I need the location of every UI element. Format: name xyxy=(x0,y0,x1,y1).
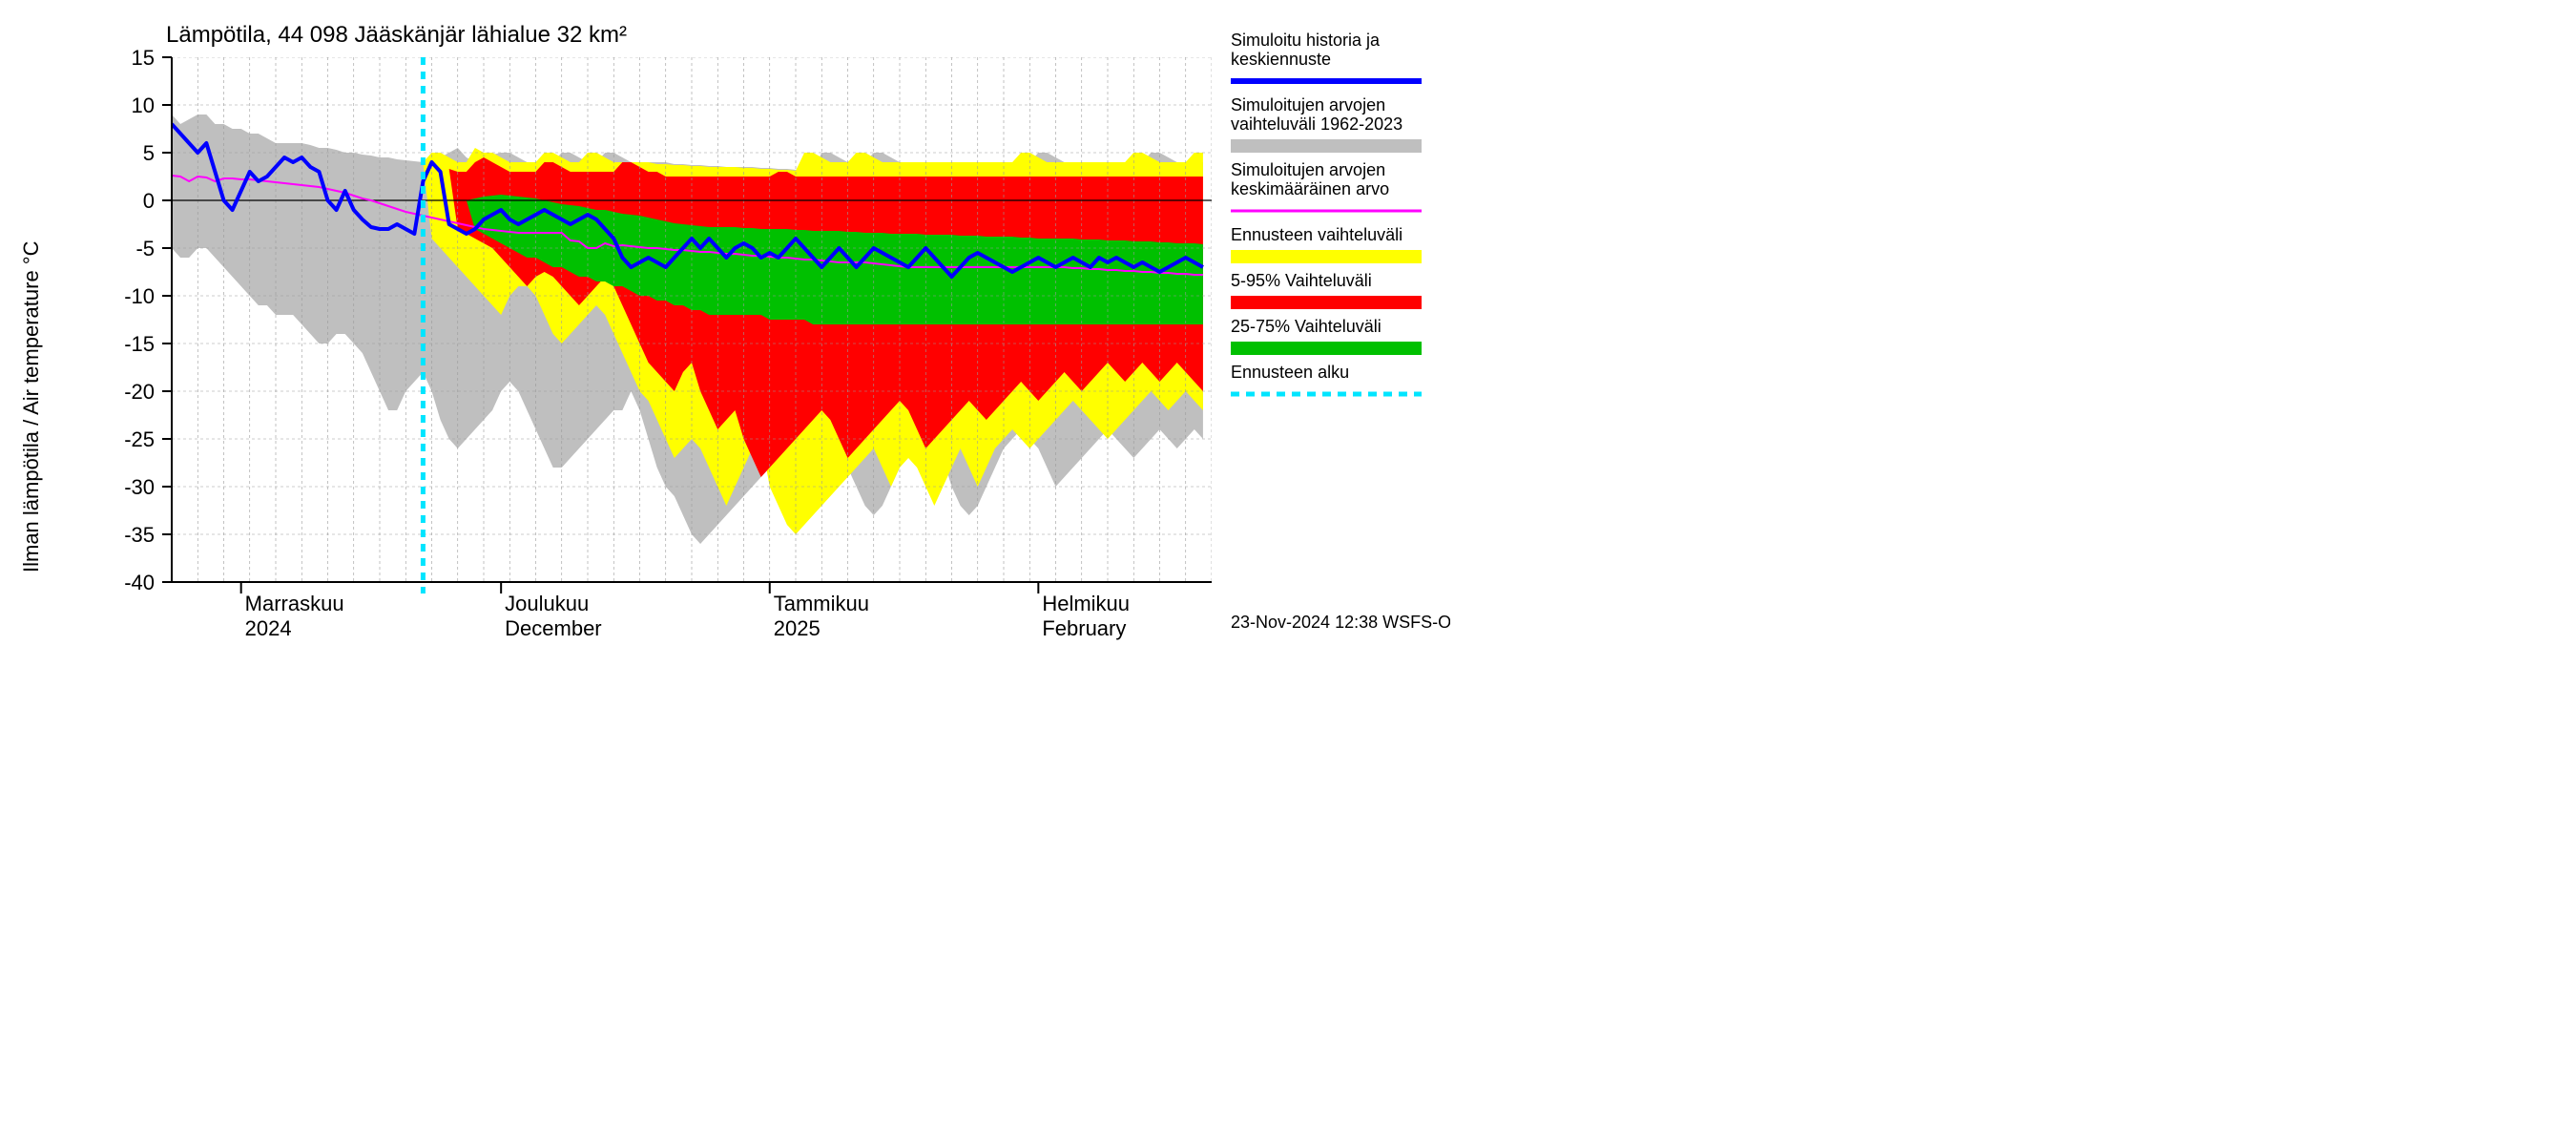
ytick-label: 0 xyxy=(143,189,155,213)
ytick-label: -5 xyxy=(135,237,155,260)
month-label-bottom: 2025 xyxy=(774,616,821,640)
legend-label: Ennusteen alku xyxy=(1231,363,1349,382)
legend-swatch xyxy=(1231,139,1422,153)
ytick-label: 10 xyxy=(132,94,155,117)
legend-label: keskimääräinen arvo xyxy=(1231,179,1389,198)
legend-label: Simuloitujen arvojen xyxy=(1231,95,1385,114)
month-label-bottom: December xyxy=(505,616,601,640)
month-label-bottom: February xyxy=(1042,616,1126,640)
ytick-label: -40 xyxy=(124,571,155,594)
legend-label: 25-75% Vaihteluväli xyxy=(1231,317,1381,336)
temperature-forecast-chart: -40-35-30-25-20-15-10-5051015Marraskuu20… xyxy=(0,0,1450,645)
legend-label: Simuloitu historia ja xyxy=(1231,31,1381,50)
legend-swatch xyxy=(1231,342,1422,355)
ytick-label: -15 xyxy=(124,332,155,356)
ytick-label: 15 xyxy=(132,46,155,70)
month-label-top: Marraskuu xyxy=(245,592,344,615)
chart-footer: 23-Nov-2024 12:38 WSFS-O xyxy=(1231,613,1450,632)
legend-label: vaihteluväli 1962-2023 xyxy=(1231,114,1402,134)
month-label-top: Joulukuu xyxy=(505,592,589,615)
month-label-bottom: 2024 xyxy=(245,616,292,640)
ytick-label: 5 xyxy=(143,141,155,165)
ytick-label: -35 xyxy=(124,523,155,547)
ytick-label: -20 xyxy=(124,380,155,404)
ytick-label: -30 xyxy=(124,475,155,499)
legend-swatch xyxy=(1231,296,1422,309)
month-label-top: Tammikuu xyxy=(774,592,869,615)
legend-label: Ennusteen vaihteluväli xyxy=(1231,225,1402,244)
ytick-label: -10 xyxy=(124,284,155,308)
chart-title: Lämpötila, 44 098 Jääskänjär lähialue 32… xyxy=(166,22,627,48)
legend-label: Simuloitujen arvojen xyxy=(1231,160,1385,179)
month-label-top: Helmikuu xyxy=(1042,592,1130,615)
y-axis-label: Ilman lämpötila / Air temperature °C xyxy=(19,240,43,572)
legend-label: keskiennuste xyxy=(1231,50,1331,69)
legend-swatch xyxy=(1231,250,1422,263)
legend-label: 5-95% Vaihteluväli xyxy=(1231,271,1372,290)
ytick-label: -25 xyxy=(124,427,155,451)
